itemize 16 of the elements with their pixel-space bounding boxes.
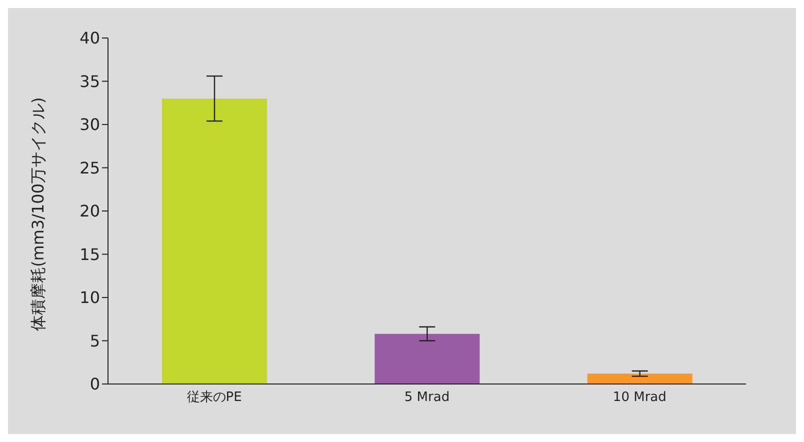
bar (374, 334, 480, 384)
y-tick-label: 20 (80, 202, 100, 221)
y-tick-label: 10 (80, 288, 100, 308)
y-tick-label: 0 (90, 374, 100, 394)
x-tick-label: 従来のPE (186, 390, 242, 406)
y-tick-label: 30 (80, 115, 100, 134)
y-tick-label: 40 (80, 28, 100, 48)
x-tick-label: 10 Mrad (612, 390, 666, 406)
y-axis-title: 体積摩耗(mm3/100万サイクル) (28, 97, 48, 331)
y-tick-label: 35 (80, 72, 100, 91)
y-tick-label: 15 (80, 244, 100, 264)
bar (162, 98, 267, 384)
x-tick-label: 5 Mrad (404, 390, 450, 406)
y-tick-label: 5 (90, 331, 100, 350)
bar (587, 374, 692, 384)
y-tick-label: 25 (80, 158, 100, 178)
